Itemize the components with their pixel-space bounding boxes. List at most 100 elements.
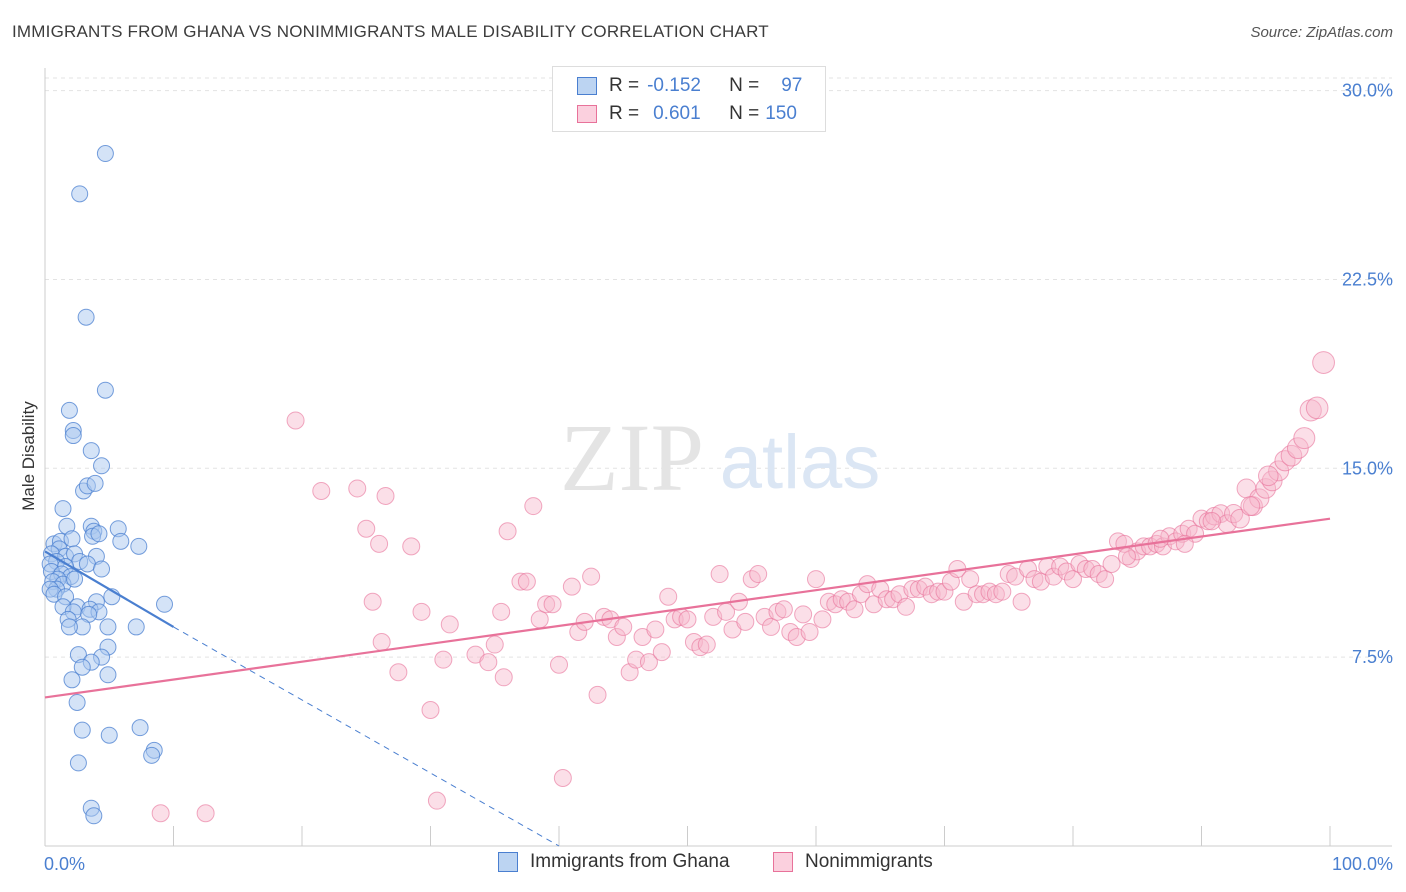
axes	[44, 68, 1392, 847]
data-point-nonimmigrants	[1240, 496, 1261, 516]
data-point-nonimmigrants	[813, 610, 832, 629]
data-point-nonimmigrants	[774, 600, 793, 619]
data-point-ghana	[85, 807, 103, 825]
legend-item-nonimmigrants[interactable]: Nonimmigrants	[773, 851, 933, 873]
legend-swatch-ghana	[498, 852, 518, 872]
data-point-ghana	[82, 442, 100, 460]
y-tick-label: 22.5%	[1342, 269, 1393, 289]
data-point-ghana	[77, 308, 95, 326]
data-point-nonimmigrants	[376, 486, 395, 505]
data-point-nonimmigrants	[312, 481, 331, 500]
data-point-ghana	[156, 595, 174, 613]
data-point-nonimmigrants	[286, 411, 305, 430]
data-point-ghana	[93, 457, 111, 475]
data-point-ghana	[143, 746, 161, 764]
data-point-nonimmigrants	[929, 582, 948, 601]
legend-r-value-ghana: -0.152	[647, 75, 701, 96]
data-point-nonimmigrants	[479, 653, 498, 672]
series-ghana	[41, 145, 174, 825]
data-point-nonimmigrants	[498, 522, 517, 541]
data-point-ghana	[78, 555, 96, 573]
data-point-ghana	[66, 570, 84, 588]
data-point-ghana	[69, 754, 87, 772]
data-point-nonimmigrants	[1202, 511, 1221, 531]
legend-swatch-nonimmigrants	[577, 105, 597, 123]
data-point-nonimmigrants	[485, 635, 504, 654]
data-point-nonimmigrants	[614, 617, 633, 636]
data-point-ghana	[93, 560, 111, 578]
x-tick-label: 100.0%	[1332, 854, 1393, 874]
data-point-nonimmigrants	[961, 570, 980, 589]
data-point-nonimmigrants	[494, 668, 513, 687]
data-point-nonimmigrants	[543, 595, 562, 614]
data-point-nonimmigrants	[845, 600, 864, 619]
data-point-nonimmigrants	[710, 565, 729, 584]
trend-line-nonimmigrants	[44, 517, 1331, 699]
data-point-nonimmigrants	[370, 534, 389, 553]
data-point-nonimmigrants	[550, 655, 568, 674]
data-point-ghana	[60, 401, 78, 419]
data-point-nonimmigrants	[678, 610, 697, 629]
legend-n-value-ghana: 97	[781, 75, 803, 96]
data-point-ghana	[60, 618, 78, 636]
data-point-nonimmigrants	[517, 572, 536, 591]
data-point-ghana	[68, 693, 86, 711]
data-point-ghana	[96, 381, 114, 399]
data-point-ghana	[90, 525, 108, 543]
data-point-nonimmigrants	[196, 804, 215, 823]
data-point-nonimmigrants	[1012, 592, 1031, 611]
y-tick-label: 7.5%	[1352, 647, 1393, 667]
watermark-zip: ZIP	[560, 404, 704, 511]
data-point-nonimmigrants	[1151, 529, 1170, 548]
data-point-ghana	[63, 530, 81, 548]
data-point-nonimmigrants	[363, 592, 382, 611]
data-point-ghana	[54, 500, 72, 518]
data-point-nonimmigrants	[794, 605, 813, 624]
data-point-nonimmigrants	[800, 622, 819, 641]
legend-item-ghana[interactable]: Immigrants from Ghana	[498, 851, 730, 873]
legend-label-nonimmigrants: Nonimmigrants	[805, 851, 933, 872]
data-point-nonimmigrants	[736, 612, 755, 631]
data-point-nonimmigrants	[896, 597, 915, 616]
data-point-nonimmigrants	[402, 537, 421, 556]
data-point-nonimmigrants	[582, 567, 601, 586]
legend-swatch-nonimmigrants	[773, 852, 793, 872]
y-axis-label: Male Disability	[19, 401, 38, 511]
data-point-nonimmigrants	[524, 497, 543, 516]
data-point-nonimmigrants	[537, 595, 556, 614]
data-point-ghana	[73, 721, 91, 739]
data-point-nonimmigrants	[1064, 570, 1082, 589]
watermark-atlas: atlas	[720, 420, 881, 505]
y-tick-label: 15.0%	[1342, 458, 1393, 478]
legend-n-value-nonimmigrants: 150	[765, 103, 797, 124]
legend-row-nonimmigrants: R = 0.601 N = 150	[577, 101, 797, 127]
tick-labels: 7.5% 15.0% 22.5% 30.0% 0.0% 100.0%	[44, 81, 1393, 874]
data-point-nonimmigrants	[588, 685, 607, 704]
legend-row-ghana: R = -0.152 N = 97	[577, 73, 802, 99]
data-point-nonimmigrants	[511, 572, 530, 591]
data-point-nonimmigrants	[1117, 547, 1136, 566]
data-point-nonimmigrants	[697, 635, 716, 654]
data-point-ghana	[99, 618, 117, 636]
data-point-ghana	[130, 537, 148, 555]
data-point-nonimmigrants	[412, 602, 431, 621]
stats-legend: R = -0.152 N = 97 R = 0.601 N = 150	[552, 66, 826, 132]
data-point-nonimmigrants	[851, 585, 870, 604]
data-point-nonimmigrants	[749, 565, 768, 584]
x-tick-label: 0.0%	[44, 854, 85, 874]
data-point-ghana	[112, 532, 130, 550]
data-point-nonimmigrants	[646, 620, 665, 639]
data-point-nonimmigrants	[348, 479, 367, 498]
data-point-nonimmigrants	[993, 582, 1012, 601]
data-point-nonimmigrants	[440, 615, 459, 634]
legend-label-ghana: Immigrants from Ghana	[530, 851, 730, 872]
data-point-nonimmigrants	[639, 653, 658, 672]
data-point-nonimmigrants	[1096, 570, 1115, 589]
y-tick-label: 30.0%	[1342, 81, 1393, 101]
data-point-nonimmigrants	[389, 663, 408, 682]
legend-n-label: N =	[729, 103, 760, 124]
data-point-nonimmigrants	[421, 701, 440, 720]
data-point-nonimmigrants	[151, 804, 170, 823]
data-point-nonimmigrants	[1258, 465, 1279, 487]
data-point-nonimmigrants	[807, 570, 825, 589]
